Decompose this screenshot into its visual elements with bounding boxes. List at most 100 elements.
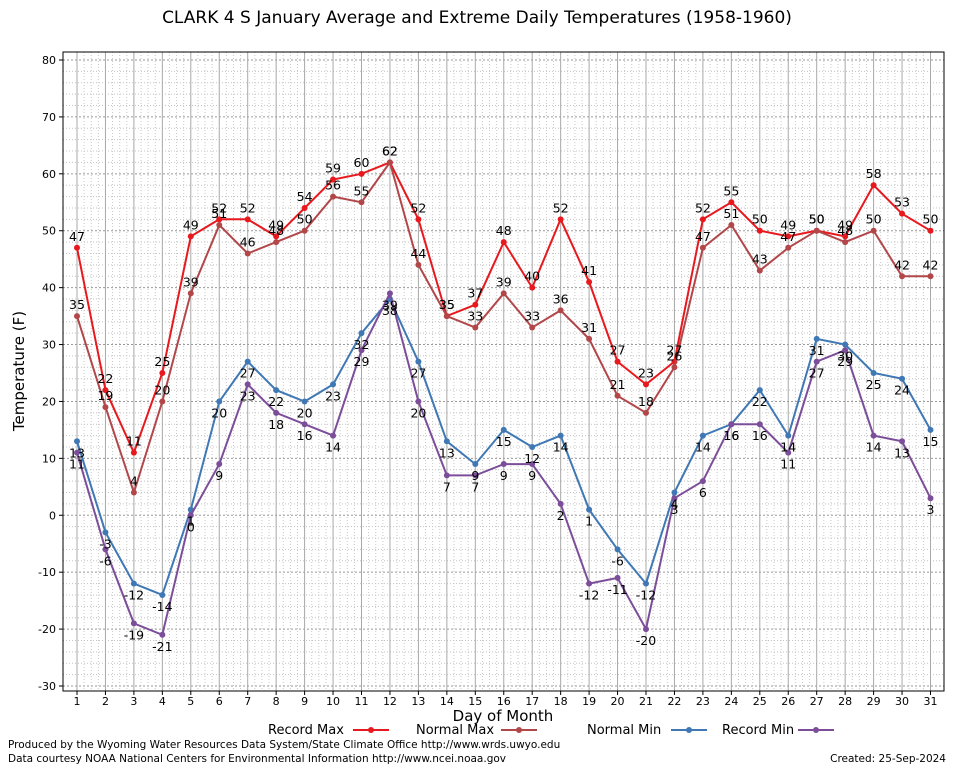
data-label: 9 xyxy=(215,468,223,483)
series xyxy=(74,159,934,638)
data-label: 16 xyxy=(723,428,739,443)
data-label: 49 xyxy=(780,217,796,232)
data-point xyxy=(643,409,649,416)
data-label: 55 xyxy=(723,183,739,198)
data-label: 7 xyxy=(443,479,451,494)
y-tick-label: 40 xyxy=(42,282,56,295)
data-point xyxy=(842,341,849,348)
data-label: 15 xyxy=(496,434,512,449)
data-label: 50 xyxy=(752,212,768,227)
data-point xyxy=(130,580,137,587)
data-point xyxy=(728,199,735,206)
data-point xyxy=(358,199,365,206)
data-point xyxy=(358,170,365,177)
data-point xyxy=(671,364,678,371)
data-label: -3 xyxy=(99,536,111,551)
data-point xyxy=(330,381,337,388)
data-point xyxy=(301,204,308,211)
data-label: 27 xyxy=(809,366,825,381)
data-point xyxy=(330,176,337,183)
data-label: 0 xyxy=(187,519,195,534)
data-point xyxy=(842,239,849,246)
data-label: -20 xyxy=(636,633,656,648)
data-point xyxy=(386,290,393,297)
credit-line-1: Produced by the Wyoming Water Resources … xyxy=(8,739,561,751)
data-point xyxy=(244,358,251,365)
data-point xyxy=(216,222,223,229)
data-label: 58 xyxy=(866,166,882,181)
data-label: 27 xyxy=(610,343,626,358)
data-point xyxy=(159,591,166,598)
x-tick-label: 7 xyxy=(244,695,251,708)
data-point xyxy=(586,278,593,285)
data-point xyxy=(586,580,593,587)
data-label: 16 xyxy=(723,428,739,443)
data-label: 40 xyxy=(524,269,540,284)
data-label: 31 xyxy=(581,320,597,335)
data-label: 52 xyxy=(553,200,569,215)
data-point xyxy=(500,239,507,246)
data-label: 18 xyxy=(268,417,284,432)
data-label: 59 xyxy=(325,161,341,176)
data-point xyxy=(244,250,251,257)
x-tick-label: 8 xyxy=(273,695,280,708)
data-label: 33 xyxy=(524,308,540,323)
data-point xyxy=(785,233,792,240)
data-point xyxy=(102,387,109,394)
data-label: 12 xyxy=(524,451,540,466)
data-point xyxy=(273,409,280,416)
legend-label: Normal Min xyxy=(587,723,661,738)
data-label: 43 xyxy=(752,252,768,267)
data-label: 52 xyxy=(695,200,711,215)
x-tick-label: 30 xyxy=(895,695,909,708)
data-label: -12 xyxy=(579,588,599,603)
data-label: 14 xyxy=(325,440,341,455)
y-tick-label: 20 xyxy=(42,395,56,408)
created-date: Created: 25-Sep-2024 xyxy=(830,753,946,765)
data-point xyxy=(899,210,906,217)
x-tick-label: 10 xyxy=(326,695,340,708)
y-tick-label: -10 xyxy=(38,566,56,579)
x-tick-label: 29 xyxy=(867,695,881,708)
data-point xyxy=(187,233,194,240)
data-label: 46 xyxy=(240,234,256,249)
data-point xyxy=(301,398,308,405)
data-label: 6 xyxy=(699,485,707,500)
data-label: -6 xyxy=(611,553,624,568)
x-tick-label: 14 xyxy=(440,695,454,708)
data-label: 42 xyxy=(894,257,910,272)
data-label: 51 xyxy=(211,206,227,221)
data-point xyxy=(586,506,593,513)
data-point xyxy=(699,216,706,223)
x-tick-label: 13 xyxy=(411,695,425,708)
data-point xyxy=(74,449,80,456)
x-tick-label: 18 xyxy=(554,695,568,708)
data-point xyxy=(899,273,906,280)
data-point xyxy=(699,244,706,251)
chart-title: CLARK 4 S January Average and Extreme Da… xyxy=(162,8,792,28)
data-point xyxy=(614,358,621,365)
x-tick-label: 12 xyxy=(383,695,397,708)
data-label: 62 xyxy=(382,143,398,158)
data-point xyxy=(870,182,877,189)
data-label: 22 xyxy=(268,394,284,409)
data-label: 55 xyxy=(354,183,370,198)
legend-marker xyxy=(813,727,819,733)
x-tick-label: 28 xyxy=(838,695,852,708)
data-point xyxy=(102,546,109,553)
data-point xyxy=(130,449,137,456)
data-label: -11 xyxy=(607,582,627,597)
data-label: 4 xyxy=(670,497,678,512)
data-label: 13 xyxy=(894,445,910,460)
data-label: 3 xyxy=(670,502,678,517)
y-tick-label: 50 xyxy=(42,225,56,238)
legend-marker xyxy=(368,727,374,733)
data-label: 37 xyxy=(467,286,483,301)
x-tick-label: 19 xyxy=(582,695,596,708)
legend: Record Max Normal Max Normal Min Record Min xyxy=(268,723,834,738)
data-label: 11 xyxy=(69,457,85,472)
data-label: 16 xyxy=(297,428,313,443)
data-point xyxy=(557,307,564,314)
data-point xyxy=(813,358,820,365)
legend-label: Normal Max xyxy=(416,723,494,738)
